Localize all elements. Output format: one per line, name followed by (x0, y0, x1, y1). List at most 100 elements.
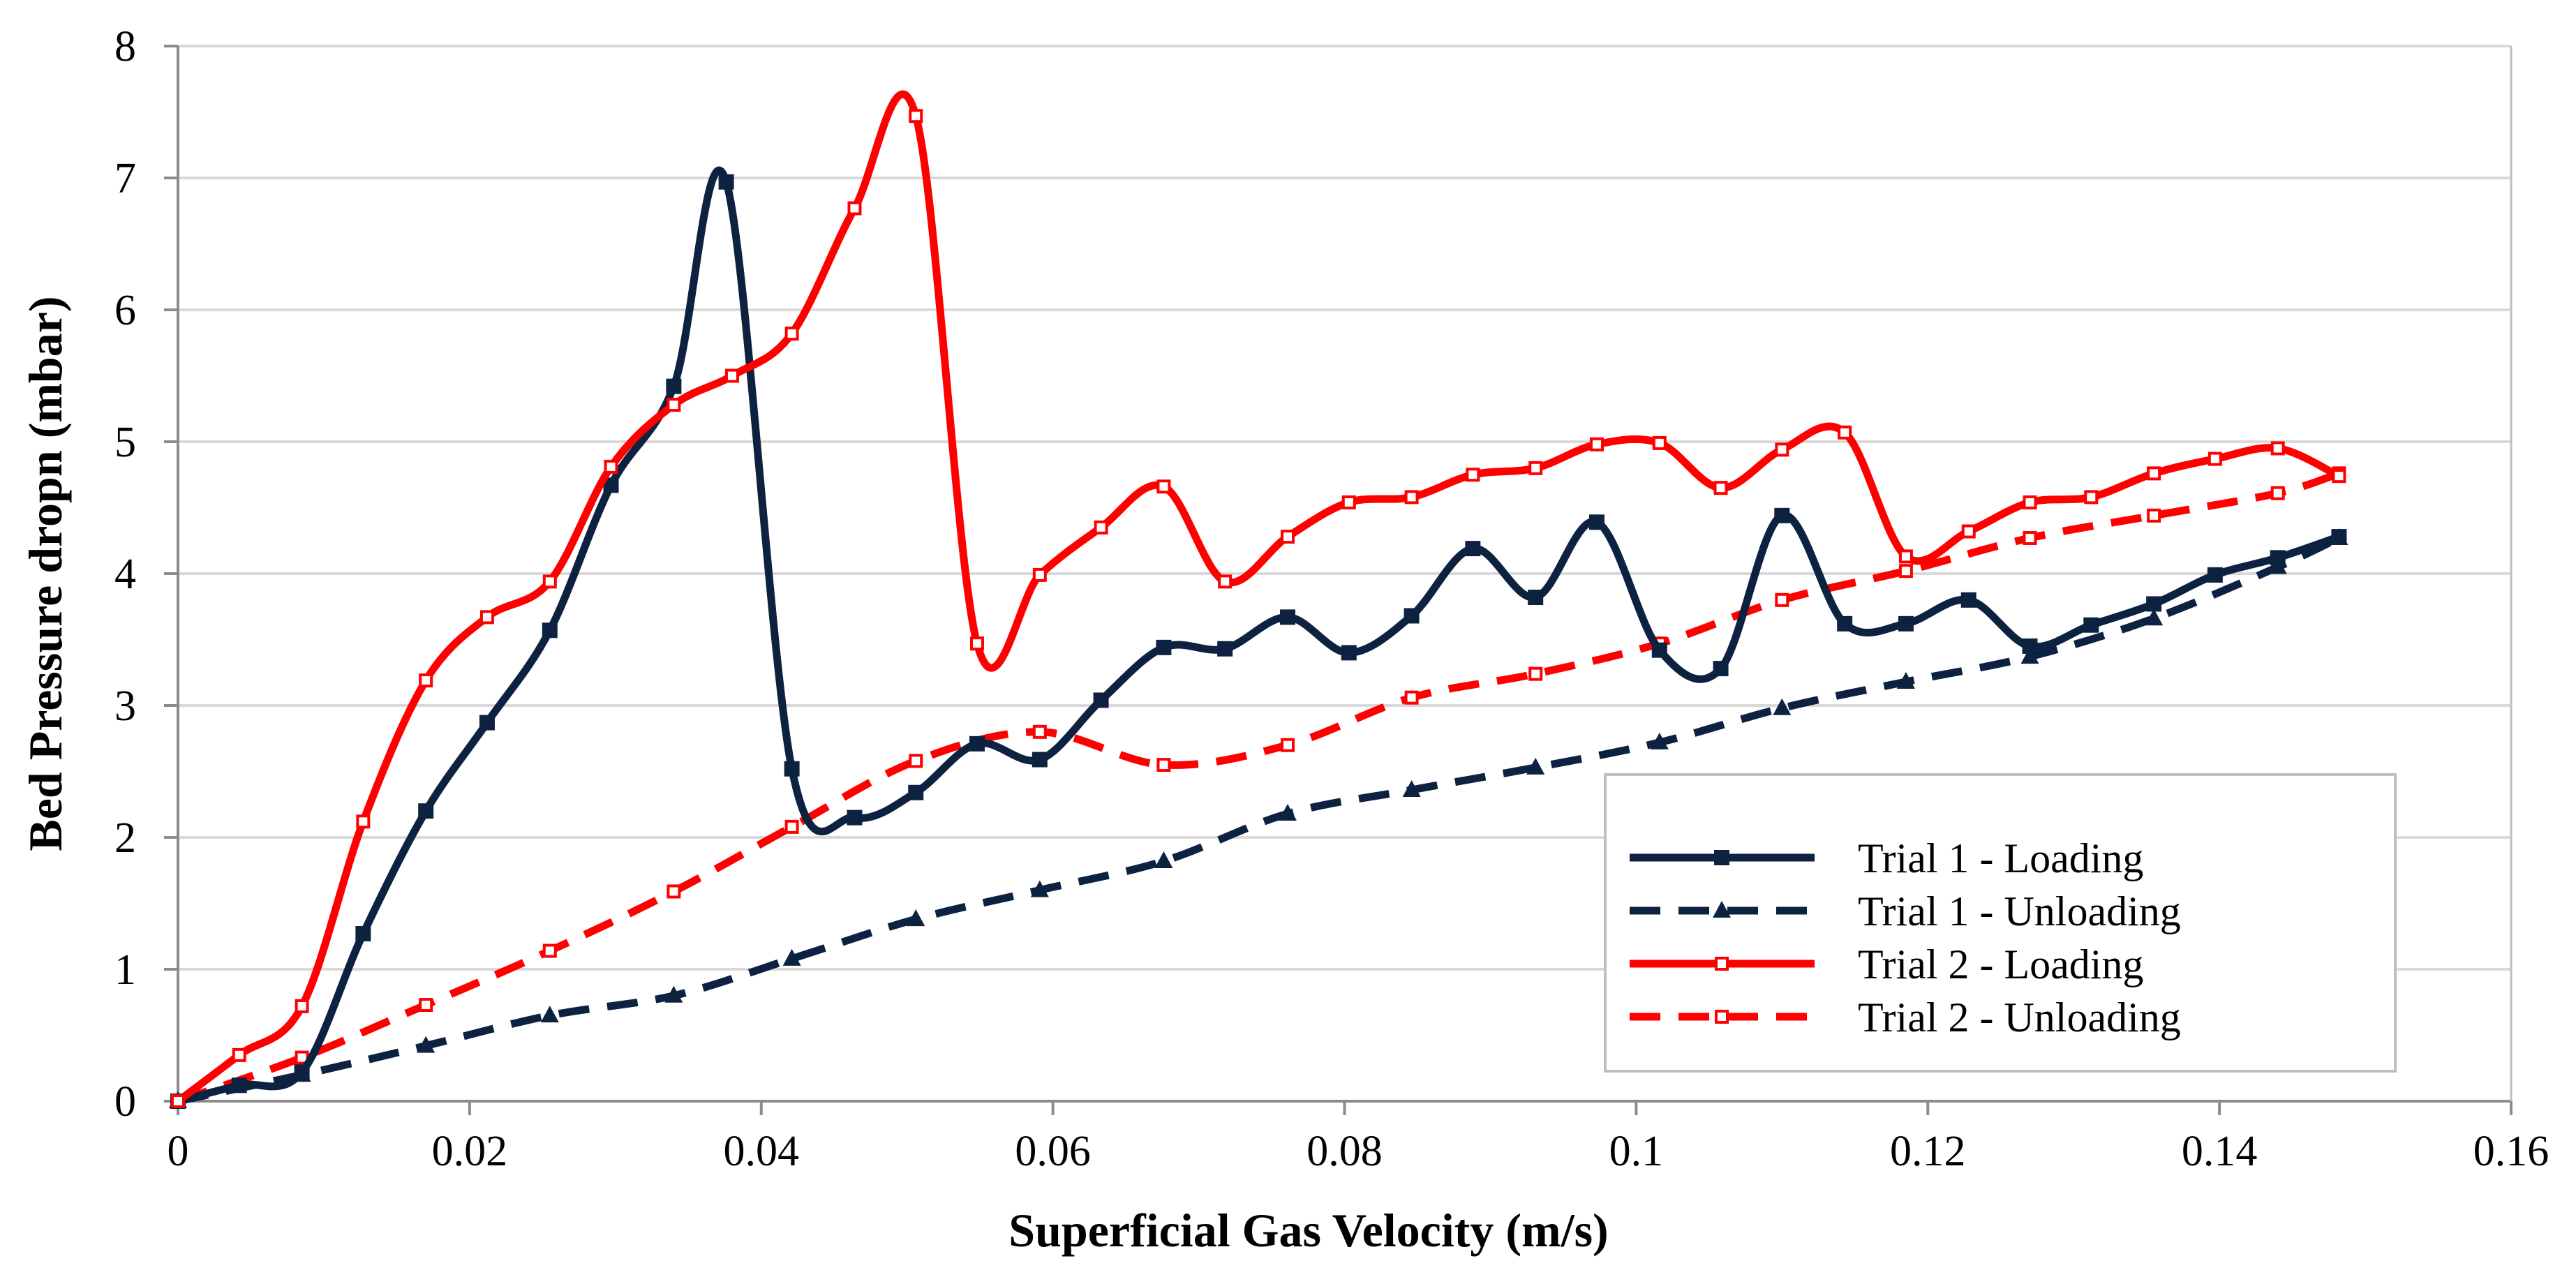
data-point-trial-2-loading (171, 1094, 185, 1108)
data-point-trial-1-loading (294, 1064, 310, 1080)
data-point-trial-2-loading (1156, 479, 1171, 494)
x-tick-label: 0.06 (1015, 1128, 1091, 1175)
data-point-trial-2-loading (667, 398, 681, 412)
data-point-trial-1-unloading (2145, 609, 2164, 626)
data-point-trial-2-unloading (1898, 564, 1913, 578)
data-point-trial-2-loading (1341, 495, 1356, 509)
data-point-trial-1-loading (1032, 752, 1048, 768)
data-point-trial-1-loading (1774, 507, 1790, 523)
data-point-trial-1-loading (908, 784, 924, 800)
y-tick-label: 8 (114, 23, 136, 70)
x-tick-label: 0.02 (432, 1128, 508, 1175)
data-point-trial-2-loading (1652, 435, 1667, 450)
y-tick-label: 0 (114, 1078, 136, 1126)
x-tick-label: 0 (167, 1128, 189, 1175)
data-point-trial-1-loading (2146, 596, 2162, 612)
data-point-trial-1-loading (1093, 692, 1109, 708)
tick-labels: 0 1 2 3 4 5 6 7 8 0 0.02 0.04 0.06 0.08 0.1 0.12 0.14 0.1… (114, 23, 2549, 1175)
legend-label-trial-2-loading: Trial 2 - Loading (1858, 941, 2143, 987)
x-tick-label: 0.12 (1890, 1128, 1966, 1175)
data-point-trial-1-unloading (1896, 671, 1915, 689)
data-point-trial-2-unloading (1528, 666, 1543, 681)
data-point-trial-2-loading (1404, 490, 1419, 505)
data-point-trial-2-loading (295, 999, 309, 1013)
data-point-trial-2-loading (724, 368, 739, 383)
data-point-trial-1-loading (718, 174, 734, 190)
legend-marker-trial-1-unloading (1713, 901, 1731, 918)
y-tick-label: 2 (114, 814, 136, 862)
y-tick-label: 1 (114, 946, 136, 994)
data-point-trial-1-loading (1217, 641, 1233, 657)
data-point-trial-2-loading (784, 327, 799, 341)
data-point-trial-2-loading (2208, 451, 2222, 466)
data-point-trial-2-loading (2084, 490, 2099, 505)
data-point-trial-1-unloading (907, 909, 925, 927)
data-point-trial-1-unloading (1154, 851, 1173, 869)
data-point-trial-1-unloading (782, 948, 801, 966)
data-point-trial-2-loading (1589, 437, 1604, 451)
data-point-trial-2-unloading (1775, 592, 1789, 607)
data-point-trial-2-loading (2147, 466, 2161, 481)
data-point-trial-1-loading (2022, 638, 2038, 654)
x-tick-label: 0.1 (1609, 1128, 1664, 1175)
data-point-trial-1-unloading (2020, 647, 2039, 664)
data-point-trial-1-loading (2083, 617, 2099, 633)
data-point-trial-1-loading (1528, 590, 1544, 606)
data-point-trial-1-loading (2270, 550, 2286, 566)
data-point-trial-1-loading (1156, 639, 1172, 655)
series-trial-2-loading (171, 90, 2346, 1108)
x-tick-label: 0.08 (1306, 1128, 1383, 1175)
data-point-trial-1-unloading (664, 985, 683, 1003)
data-point-trial-1-loading (847, 809, 863, 826)
data-point-trial-1-loading (231, 1077, 247, 1093)
legend-marker-trial-1-loading (1714, 850, 1729, 865)
series-line-trial-1-unloading (177, 535, 2341, 1105)
data-point-trial-2-loading (969, 636, 984, 651)
data-point-trial-1-loading (1837, 615, 1853, 632)
data-point-trial-2-unloading (1032, 724, 1047, 739)
data-point-trial-2-loading (1218, 574, 1233, 589)
data-point-trial-1-unloading (1650, 732, 1669, 749)
data-point-trial-2-loading (1713, 481, 1728, 495)
y-tick-label: 6 (114, 287, 136, 334)
data-point-trial-2-loading (847, 201, 862, 216)
data-point-trial-2-loading (1032, 567, 1047, 582)
data-point-trial-2-unloading (542, 943, 557, 958)
data-point-trial-1-unloading (540, 1006, 559, 1023)
y-axis-title: Bed Pressure dropn (mbar) (19, 296, 72, 851)
data-point-trial-2-unloading (667, 884, 681, 899)
data-point-trial-1-unloading (1279, 803, 1297, 821)
x-tick-label: 0.14 (2182, 1128, 2258, 1175)
data-point-trial-1-loading (1280, 609, 1296, 625)
data-point-trial-2-loading (356, 814, 371, 829)
data-point-trial-1-loading (1960, 592, 1976, 608)
y-tick-label: 7 (114, 155, 136, 202)
data-point-trial-2-unloading (2270, 486, 2285, 500)
data-point-trial-2-loading (479, 610, 494, 625)
data-point-trial-2-unloading (2147, 508, 2161, 523)
data-point-trial-1-unloading (417, 1036, 435, 1053)
data-point-trial-1-unloading (1773, 698, 1792, 715)
data-point-trial-2-unloading (419, 998, 433, 1013)
y-tick-label: 4 (114, 551, 136, 598)
legend-label-trial-1-unloading: Trial 1 - Unloading (1858, 888, 2181, 934)
data-point-trial-2-unloading (909, 754, 923, 768)
data-point-trial-1-loading (418, 803, 434, 819)
data-point-trial-2-unloading (2023, 530, 2037, 545)
data-point-trial-2-loading (1094, 520, 1108, 535)
data-point-trial-1-loading (355, 925, 371, 941)
data-point-trial-2-unloading (784, 819, 799, 834)
data-point-trial-1-loading (1898, 615, 1914, 632)
legend-label-trial-1-loading: Trial 1 - Loading (1858, 835, 2143, 881)
y-tick-label: 3 (114, 682, 136, 730)
legend-box (1604, 773, 2397, 1073)
data-point-trial-1-loading (969, 736, 985, 752)
grid-lines (178, 45, 2511, 971)
data-point-trial-1-loading (1465, 541, 1481, 557)
x-tick-label: 0.16 (2473, 1128, 2549, 1175)
data-point-trial-1-unloading (1402, 779, 1421, 797)
x-tick-label: 0.04 (724, 1128, 800, 1175)
data-point-trial-1-loading (2331, 529, 2347, 545)
tick-marks (164, 45, 2512, 1115)
